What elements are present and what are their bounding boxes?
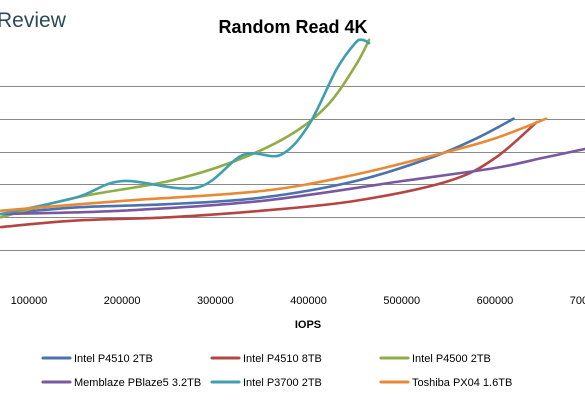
x-axis-label: IOPS: [295, 319, 321, 331]
x-tick-label-6: 700000: [570, 295, 585, 307]
legend-label-2: Intel P4500 2TB: [412, 353, 491, 365]
gridlines: [0, 86, 585, 251]
legend-label-0: Intel P4510 2TB: [74, 353, 153, 365]
x-axis-ticks: 100000 200000 300000 400000 500000 600000 7000…: [11, 295, 585, 307]
legend-label-3: Memblaze PBlaze5 3.2TB: [74, 377, 201, 389]
chart-title: Random Read 4K: [218, 17, 367, 37]
series-line-1: [0, 120, 539, 229]
legend-label-1: Intel P4510 8TB: [243, 353, 322, 365]
legend: Intel P4510 2TB Intel P4510 8TB Intel P450…: [41, 353, 512, 389]
series-line-3: [0, 147, 585, 216]
series-line-4: [0, 38, 371, 216]
series-line-0: [0, 117, 515, 216]
legend-label-4: Intel P3700 2TB: [243, 377, 322, 389]
series-line-5: [0, 117, 548, 212]
series-lines: [0, 38, 585, 229]
legend-label-5: Toshiba PX04 1.6TB: [412, 377, 512, 389]
x-tick-label-0: 100000: [11, 295, 48, 307]
x-tick-label-1: 200000: [104, 295, 141, 307]
x-tick-label-5: 600000: [477, 295, 514, 307]
brand-text: Review: [0, 9, 67, 32]
x-tick-label-3: 400000: [290, 295, 327, 307]
x-tick-label-4: 500000: [383, 295, 420, 307]
x-tick-label-2: 300000: [197, 295, 234, 307]
